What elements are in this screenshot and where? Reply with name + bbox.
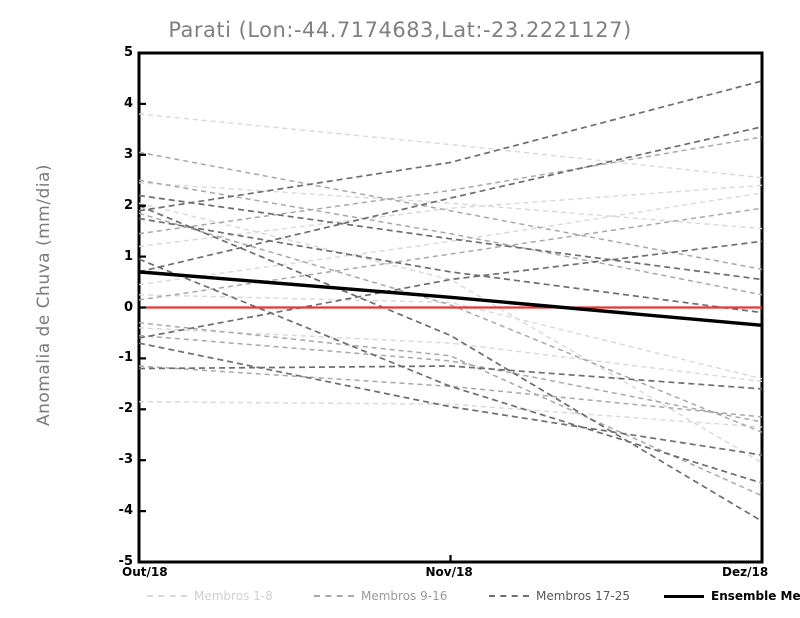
chart-legend: Membros 1-8 Membros 9-16 Membros 17-25 Ense… xyxy=(139,586,800,606)
y-tick-label: 1 xyxy=(123,248,133,264)
ensemble-member-line xyxy=(138,342,763,456)
y-tick-label: 4 xyxy=(123,95,133,111)
x-tick-label: Nov/18 xyxy=(425,565,473,579)
y-tick-label: -5 xyxy=(118,554,133,569)
legend-swatch-dashed-line xyxy=(489,595,529,597)
ensemble-member-line xyxy=(138,125,763,273)
legend-label: Membros 9-16 xyxy=(361,589,448,603)
legend-entry: Membros 17-25 xyxy=(489,589,630,603)
legend-swatch-dashed-line xyxy=(314,595,354,597)
ensemble-member-line xyxy=(138,207,763,301)
ensemble-member-line xyxy=(138,400,763,428)
ensemble-member-line xyxy=(138,217,763,314)
legend-label: Membros 1-8 xyxy=(194,589,273,603)
chart-title: Parati (Lon:-44.7174683,Lat:-23.2221127) xyxy=(168,18,632,42)
legend-entry: Membros 1-8 xyxy=(147,589,273,603)
ensemble-member-line xyxy=(138,327,763,382)
y-tick-label: -2 xyxy=(118,401,133,417)
y-tick-label: -4 xyxy=(118,503,133,519)
ensemble-member-line xyxy=(138,194,763,281)
legend-label: Ensemble Mean xyxy=(711,589,800,603)
legend-swatch-solid-line xyxy=(664,594,704,598)
legend-entry: Membros 9-16 xyxy=(314,589,447,603)
ensemble-member-line xyxy=(138,179,763,296)
ensemble-member-line xyxy=(138,322,763,497)
ensemble-member-line xyxy=(138,334,763,423)
ensemble-mean-line xyxy=(138,270,763,328)
y-tick-label: -1 xyxy=(118,350,133,366)
ensemble-member-line xyxy=(138,240,763,339)
ensemble-member-line xyxy=(138,365,763,390)
legend-entry: Ensemble Mean xyxy=(664,589,800,603)
ensemble-member-line xyxy=(138,184,763,248)
ensemble-member-line xyxy=(138,204,763,523)
ensemble-member-line xyxy=(138,192,763,286)
legend-swatch-dashed-line xyxy=(147,595,187,597)
y-tick-label: -3 xyxy=(118,452,133,468)
ensemble-member-line xyxy=(138,136,763,235)
ensemble-member-line xyxy=(138,80,763,212)
y-tick-label: 0 xyxy=(123,299,133,315)
ensemble-member-line xyxy=(138,258,763,484)
y-tick-label: 5 xyxy=(123,45,133,60)
y-tick-label: 2 xyxy=(123,197,133,213)
ensemble-member-line xyxy=(138,212,763,433)
ensemble-member-line xyxy=(138,294,763,380)
x-tick-label: Dez/18 xyxy=(722,565,769,579)
legend-label: Membros 17-25 xyxy=(536,589,630,603)
y-tick-label: 3 xyxy=(123,146,133,162)
ensemble-member-line xyxy=(138,151,763,271)
x-tick-label: Out/18 xyxy=(122,565,168,579)
